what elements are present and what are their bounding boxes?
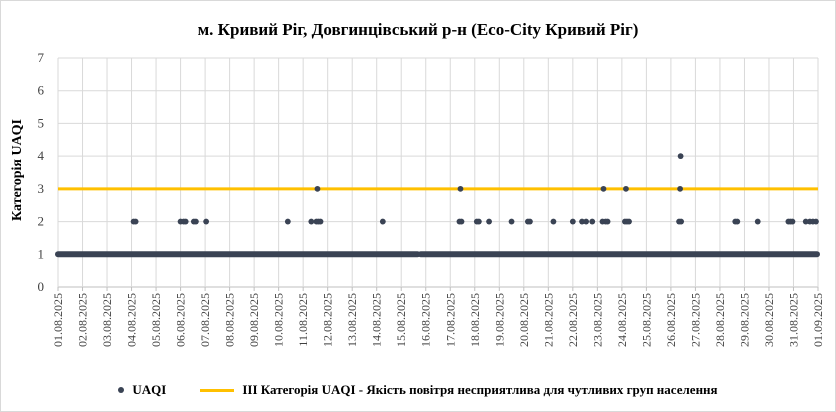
y-tick-label-7: 7	[38, 50, 45, 65]
x-tick-label-14: 15.08.2025	[394, 293, 408, 347]
x-tick-label-5: 06.08.2025	[174, 293, 188, 347]
y-tick-label-6: 6	[38, 83, 45, 98]
y-tick-label-4: 4	[38, 148, 45, 163]
uaqi-point-12	[317, 218, 324, 225]
uaqi-point-46	[789, 218, 796, 225]
uaqi-point-36	[623, 185, 629, 192]
legend-label-uaqi: UAQI	[132, 382, 167, 397]
x-tick-label-30: 31.08.2025	[786, 293, 800, 347]
uaqi-point-25	[569, 218, 576, 225]
x-tick-label-24: 25.08.2025	[639, 293, 653, 347]
uaqi-point-40	[677, 153, 684, 160]
uaqi-point-31	[604, 218, 611, 225]
legend: UAQI ІІІ Категорія UAQI - Якість повітря…	[0, 382, 836, 398]
uaqi-point-32	[600, 185, 607, 192]
x-tick-label-11: 12.08.2025	[321, 293, 335, 347]
x-tick-label-25: 26.08.2025	[664, 293, 678, 347]
x-tick-label-18: 19.08.2025	[492, 293, 506, 347]
uaqi-point-39	[677, 185, 683, 192]
x-tick-label-1: 02.08.2025	[76, 293, 90, 347]
legend-marker-dot	[118, 387, 125, 393]
uaqi-point-1	[132, 218, 139, 225]
x-tick-label-23: 24.08.2025	[615, 293, 629, 347]
x-tick-label-19: 20.08.2025	[517, 293, 531, 347]
x-tick-label-2: 03.08.2025	[100, 293, 114, 347]
uaqi-point-24	[550, 218, 557, 225]
x-tick-label-21: 22.08.2025	[566, 293, 580, 347]
uaqi-point-47	[802, 218, 809, 225]
x-tick-label-8: 09.08.2025	[247, 293, 261, 347]
uaqi-point-13	[314, 185, 321, 192]
x-tick-label-28: 29.08.2025	[737, 293, 751, 347]
legend-marker-line	[200, 388, 235, 392]
uaqi-point-9	[308, 218, 315, 225]
uaqi-point-20	[486, 218, 492, 225]
x-tick-label-9: 10.08.2025	[272, 293, 286, 347]
x-tick-label-15: 16.08.2025	[419, 293, 433, 347]
x-tick-label-31: 01.09.2025	[811, 293, 825, 347]
x-tick-label-7: 08.08.2025	[223, 293, 237, 347]
legend-label-threshold: ІІІ Категорія UAQI - Якість повітря несп…	[242, 382, 718, 397]
uaqi-point-16	[458, 218, 465, 225]
chart-title: м. Кривий Ріг, Довгинцівський р-н (Eco-C…	[197, 20, 639, 39]
y-tick-label-2: 2	[38, 214, 45, 229]
uaqi-point-38	[678, 218, 685, 225]
plot-area: 0 1 2 3 4 5 6 7 01.08.2025 02.08.2025 03.08.2025 04…	[38, 50, 826, 347]
x-tick-label-4: 05.08.2025	[149, 293, 163, 347]
x-tick-label-27: 28.08.2025	[713, 293, 727, 347]
uaqi-point-27	[583, 218, 590, 225]
uaqi-point-8	[284, 218, 291, 225]
uaqi-point-4	[182, 218, 189, 225]
uaqi-point-42	[734, 218, 741, 225]
uaqi-point-50	[813, 218, 819, 225]
x-tick-label-26: 27.08.2025	[688, 293, 702, 347]
uaqi-point-14	[379, 218, 386, 225]
uaqi-point-21	[508, 218, 515, 225]
x-tick-label-6: 07.08.2025	[198, 293, 212, 347]
x-tick-label-20: 21.08.2025	[541, 293, 555, 347]
uaqi-point-43	[754, 218, 761, 225]
uaqi-point-26	[579, 218, 585, 225]
x-tick-label-0: 01.08.2025	[51, 293, 65, 347]
uaqi-point-7	[203, 218, 210, 225]
x-tick-label-12: 13.08.2025	[345, 293, 359, 347]
y-tick-label-3: 3	[38, 181, 45, 196]
y-tick-label-0: 0	[38, 279, 45, 294]
y-tick-label-5: 5	[38, 115, 45, 130]
legend-item-threshold: ІІІ Категорія UAQI - Якість повітря несп…	[200, 382, 718, 398]
legend-item-uaqi: UAQI	[118, 382, 166, 398]
uaqi-point-23	[527, 218, 533, 225]
uaqi-point-28	[589, 218, 596, 225]
y-tick-label-1: 1	[38, 246, 45, 261]
uaqi-point-35	[626, 218, 632, 225]
x-tick-label-16: 17.08.2025	[443, 293, 457, 347]
x-tick-label-3: 04.08.2025	[125, 293, 139, 347]
x-tick-label-13: 14.08.2025	[370, 293, 384, 347]
x-tick-label-29: 30.08.2025	[762, 293, 776, 347]
uaqi-point-17	[457, 185, 464, 192]
x-tick-label-10: 11.08.2025	[296, 293, 310, 347]
uaqi-point-6	[193, 218, 199, 225]
x-tick-label-17: 18.08.2025	[468, 293, 482, 347]
uaqi-point-19	[475, 218, 482, 225]
x-tick-label-22: 23.08.2025	[590, 293, 604, 347]
